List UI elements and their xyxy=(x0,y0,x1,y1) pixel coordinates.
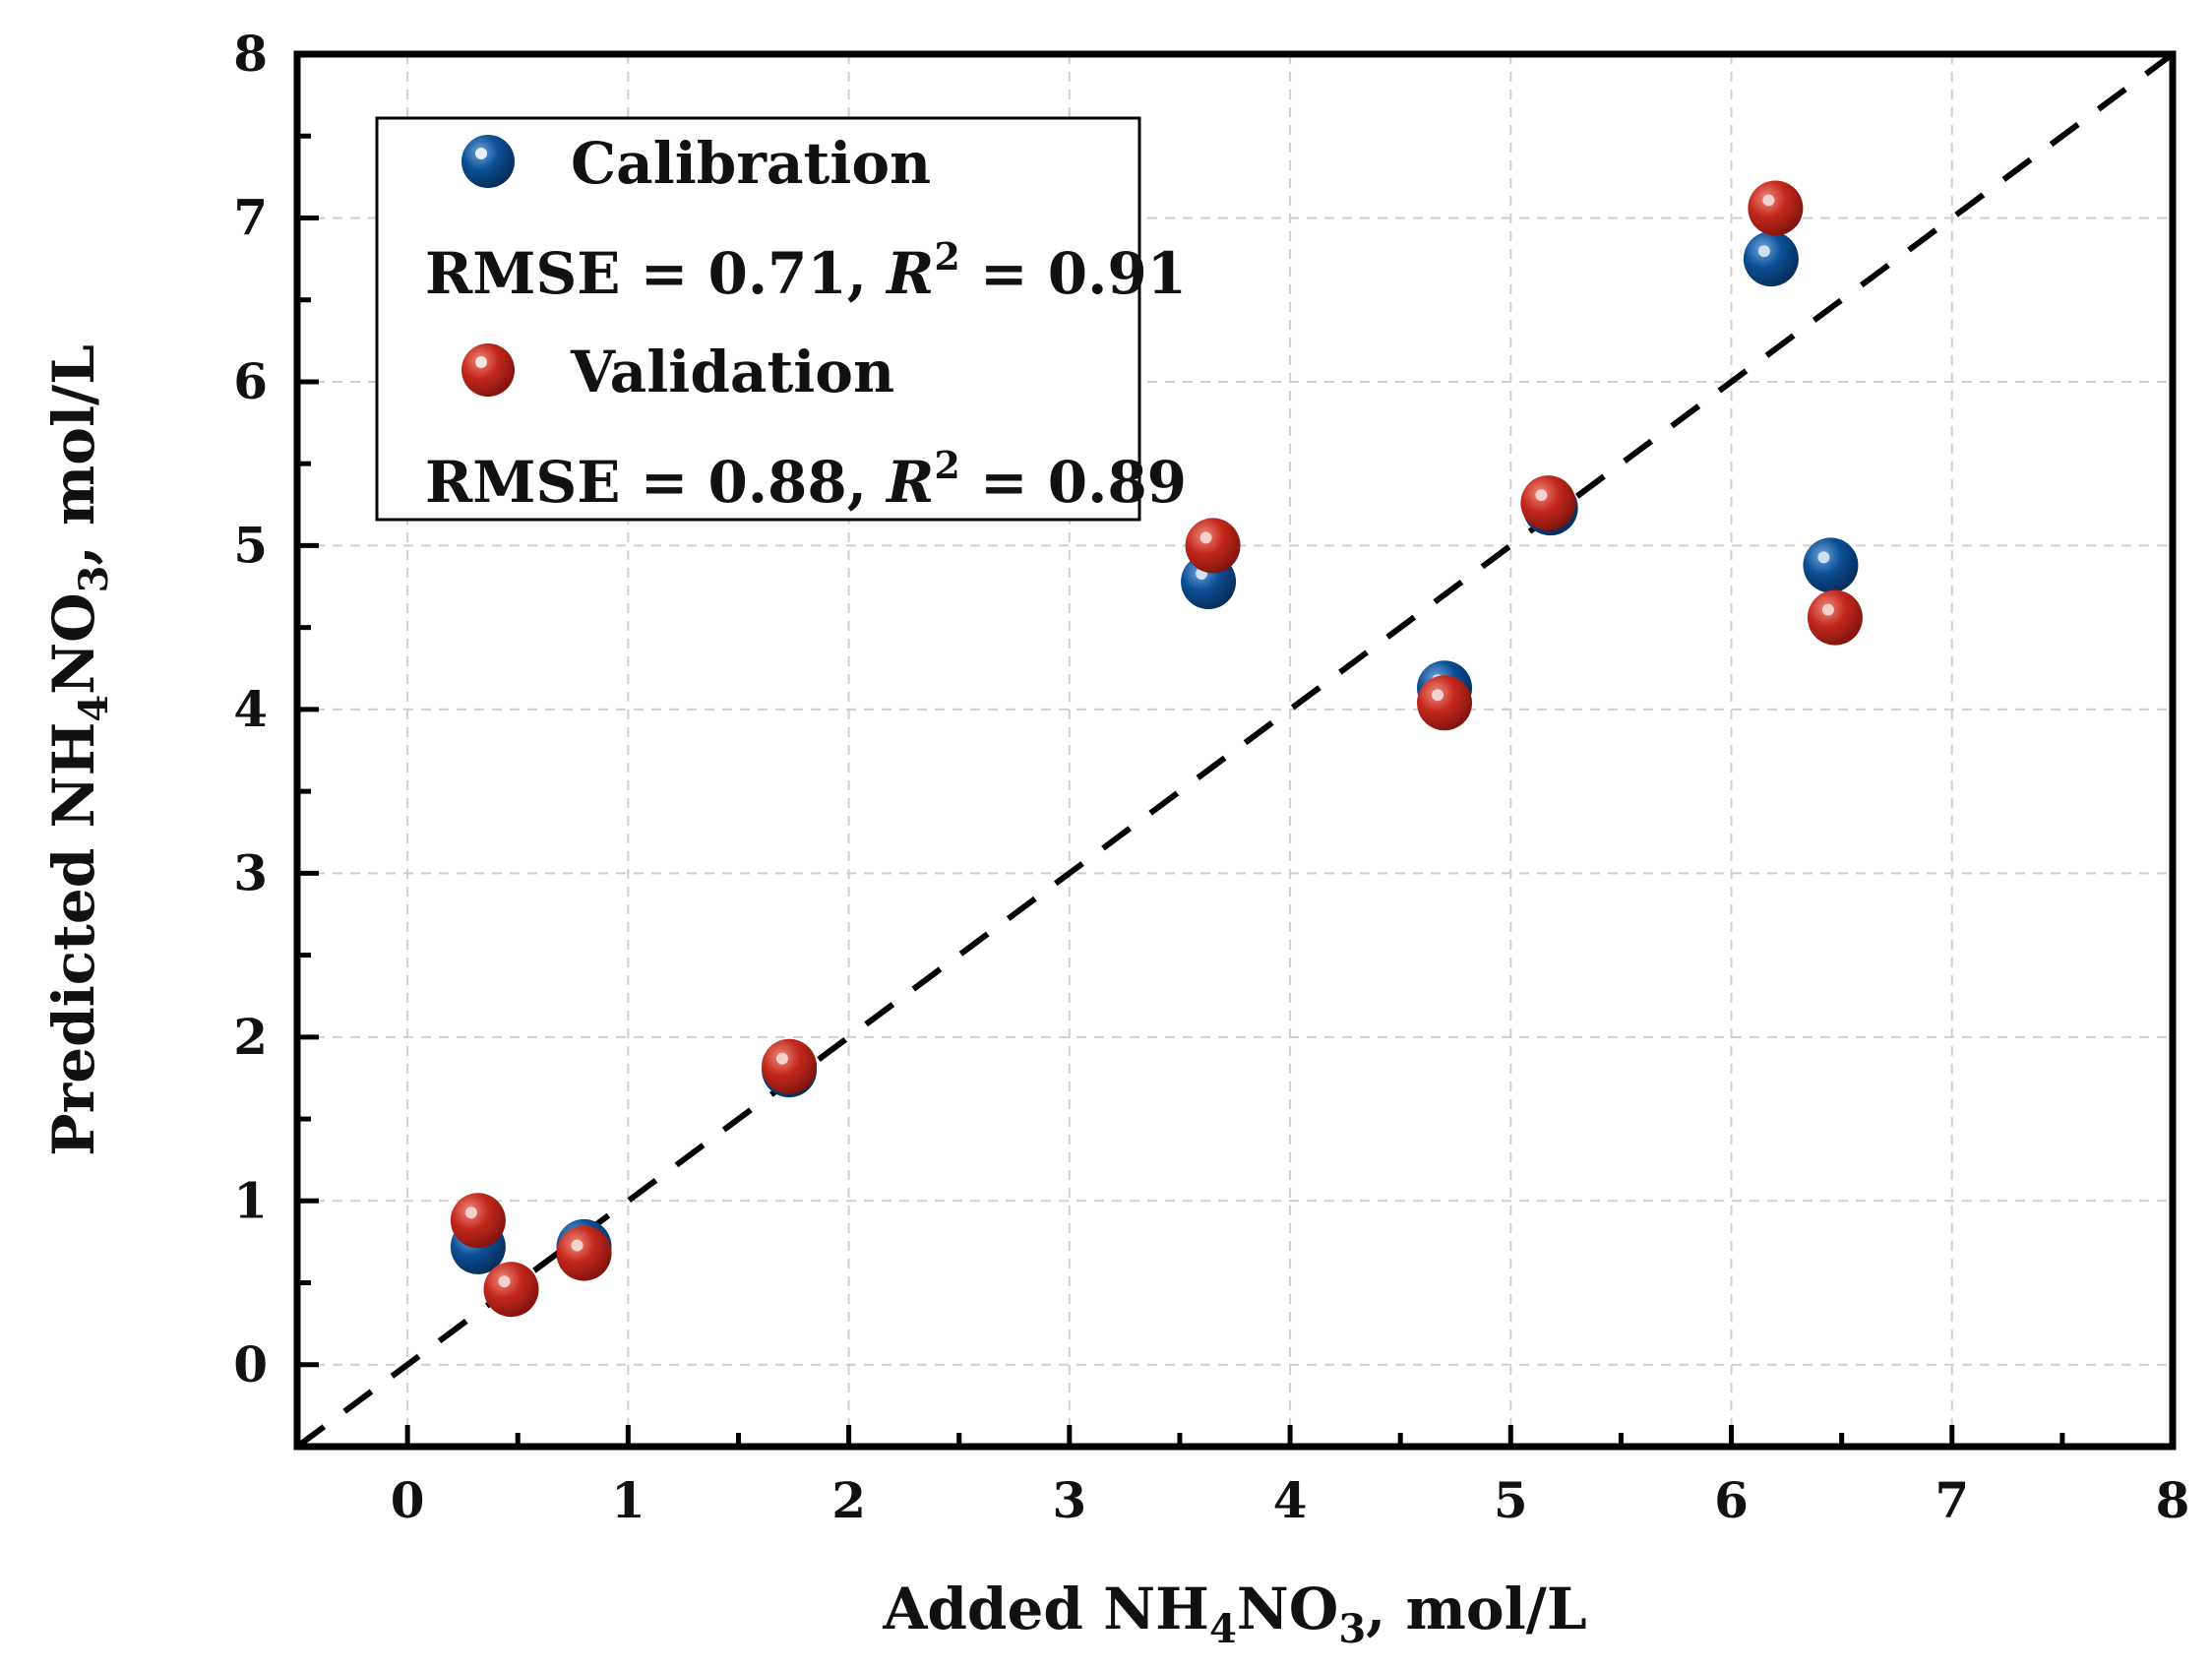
point-validation-highlight xyxy=(776,1052,789,1065)
y-tick-label: 6 xyxy=(233,352,268,410)
legend-stats-part: = 0.89 xyxy=(960,449,1187,516)
legend: Calibration RMSE = 0.71, R2 = 0.91 Valid… xyxy=(375,116,1187,522)
y-axis-title-part: NO xyxy=(40,592,107,695)
legend-box xyxy=(375,116,1141,522)
y-axis-title: Predicted NH4NO3, mol/L xyxy=(40,344,117,1156)
point-validation-highlight xyxy=(1199,531,1212,544)
legend-marker-highlight xyxy=(475,148,487,159)
point-validation xyxy=(1417,675,1473,731)
x-tick-label: 0 xyxy=(391,1471,425,1529)
x-tick-labels: 0 1 2 3 4 5 6 7 8 xyxy=(391,1471,2190,1529)
legend-stats-sup: 2 xyxy=(934,443,959,487)
x-tick-label: 4 xyxy=(1273,1471,1308,1529)
legend-stats-r: R xyxy=(885,240,934,307)
legend-marker-highlight xyxy=(475,356,487,368)
x-axis-title-part: Added NH xyxy=(882,1576,1209,1642)
point-calibration xyxy=(1743,231,1799,287)
data-points xyxy=(450,180,1863,1318)
y-axis-title-sub: 3 xyxy=(71,565,117,592)
x-tick-label: 5 xyxy=(1494,1471,1528,1529)
legend-marker-validation xyxy=(461,343,515,397)
legend-stats-validation: RMSE = 0.88, R2 = 0.89 xyxy=(425,443,1187,516)
point-validation-highlight xyxy=(1535,489,1548,502)
y-tick-label: 3 xyxy=(233,843,268,901)
y-tick-label: 7 xyxy=(233,188,268,246)
y-tick-labels: 0 1 2 3 4 5 6 7 8 xyxy=(233,25,268,1393)
point-validation-highlight xyxy=(1821,603,1834,616)
plot-frame xyxy=(293,50,2177,1451)
legend-stats-part: RMSE = 0.71, xyxy=(425,240,887,307)
y-tick-label: 8 xyxy=(233,25,268,83)
x-tick-label: 3 xyxy=(1052,1471,1086,1529)
x-axis-title-part: , mol/L xyxy=(1366,1576,1586,1642)
legend-stats-part: RMSE = 0.88, xyxy=(425,449,887,516)
point-validation-highlight xyxy=(1762,194,1775,207)
x-tick-label: 8 xyxy=(2156,1471,2190,1529)
point-calibration-highlight xyxy=(1817,551,1830,564)
y-axis-title-part: , mol/L xyxy=(40,344,107,565)
point-validation-highlight xyxy=(498,1275,511,1288)
point-calibration xyxy=(1803,537,1859,593)
y-tick-label: 5 xyxy=(233,516,268,574)
point-validation xyxy=(450,1193,506,1249)
legend-label-calibration: Calibration xyxy=(571,130,931,197)
point-validation xyxy=(1185,518,1241,574)
x-tick-label: 7 xyxy=(1935,1471,1969,1529)
x-tick-label: 6 xyxy=(1714,1471,1749,1529)
x-axis-title-sub: 4 xyxy=(1209,1606,1237,1652)
y-axis-title-part: Predicted NH xyxy=(40,722,107,1156)
point-validation xyxy=(762,1038,818,1094)
y-tick-label: 4 xyxy=(233,680,268,738)
axis-ticks xyxy=(297,133,2065,1447)
point-calibration-highlight xyxy=(1757,245,1770,258)
x-axis-title-sub: 3 xyxy=(1338,1606,1366,1652)
y-tick-label: 2 xyxy=(233,1008,268,1066)
point-validation xyxy=(1520,475,1576,531)
legend-stats-part: = 0.91 xyxy=(960,240,1187,307)
legend-stats-sup: 2 xyxy=(934,234,959,278)
legend-stats-r: R xyxy=(885,449,934,516)
legend-label-validation: Validation xyxy=(570,339,894,405)
legend-stats-calibration: RMSE = 0.71, R2 = 0.91 xyxy=(425,234,1187,307)
point-validation xyxy=(483,1262,539,1318)
y-tick-label: 1 xyxy=(233,1171,268,1229)
point-validation-highlight xyxy=(571,1239,584,1252)
point-validation-highlight xyxy=(1432,689,1444,702)
x-tick-label: 1 xyxy=(611,1471,645,1529)
point-validation xyxy=(556,1225,612,1281)
y-tick-label: 0 xyxy=(233,1335,268,1393)
x-axis-title: Added NH4NO3, mol/L xyxy=(882,1576,1586,1652)
point-validation-highlight xyxy=(464,1206,477,1219)
x-axis-title-part: NO xyxy=(1237,1576,1339,1642)
y-axis-title-sub: 4 xyxy=(71,695,117,722)
point-validation xyxy=(1748,180,1804,236)
legend-marker-calibration xyxy=(461,135,515,188)
point-validation xyxy=(1807,589,1863,646)
x-tick-label: 2 xyxy=(831,1471,866,1529)
